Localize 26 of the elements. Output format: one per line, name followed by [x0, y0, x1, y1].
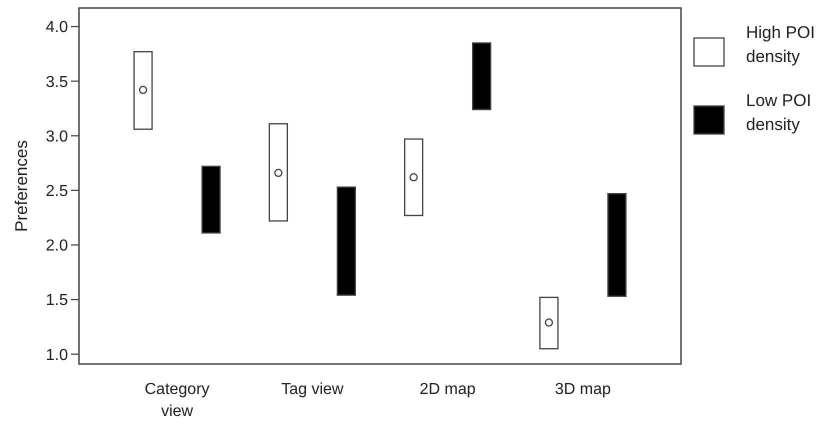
- x-tick-label: 3D map: [554, 381, 612, 398]
- point: [544, 318, 554, 327]
- legend-label: Low POI density: [746, 91, 812, 134]
- bar: [133, 51, 153, 130]
- bar: [336, 186, 356, 296]
- bar: [201, 166, 221, 234]
- y-axis-title: Preferences: [12, 140, 31, 232]
- y-tick-label: 3.0: [46, 128, 68, 146]
- bar: [539, 296, 559, 350]
- y-tick-label: 4.0: [46, 19, 68, 36]
- bar: [472, 42, 492, 110]
- y-tick-label: 2.0: [46, 238, 68, 255]
- y-tick-label: 1.0: [46, 346, 68, 364]
- point: [409, 173, 418, 182]
- legend-label: High POI density: [746, 23, 815, 66]
- x-tick-label: 2D map: [420, 381, 476, 398]
- y-tick-label: 2.5: [46, 182, 68, 200]
- y-tick-label: 3.5: [46, 74, 68, 91]
- bar: [268, 123, 288, 222]
- point: [274, 168, 283, 178]
- bar: [404, 138, 424, 216]
- x-tick-label: Category view: [144, 381, 210, 420]
- point: [138, 86, 148, 94]
- x-tick-label: Tag view: [281, 381, 344, 398]
- y-tick-label: 1.5: [46, 292, 68, 310]
- bar: [607, 192, 627, 297]
